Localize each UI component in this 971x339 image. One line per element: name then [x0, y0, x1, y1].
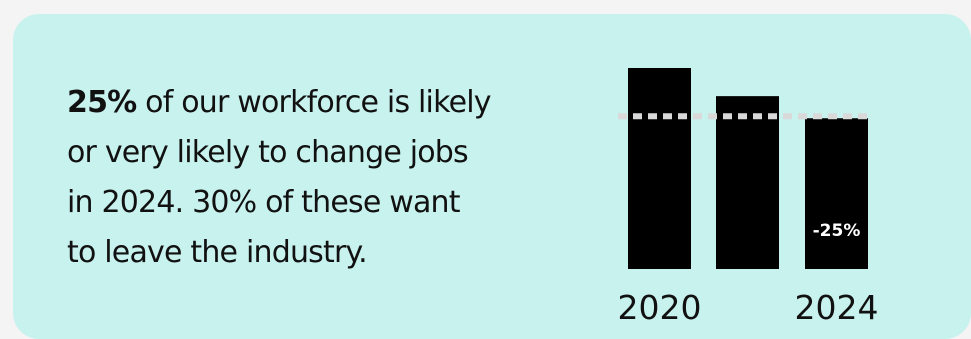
stat-statement: 25% of our workforce is likely or very l…	[67, 78, 597, 278]
statement-highlight: 25%	[67, 85, 137, 120]
statement-line-4: to leave the industry.	[67, 235, 368, 270]
x-tick-label-2024: 2024	[795, 288, 879, 327]
statement-line-3: in 2024. 30% of these want	[67, 185, 461, 220]
bar-2024	[805, 118, 868, 269]
bar-2020	[628, 68, 691, 269]
bar-item-2	[716, 96, 779, 269]
x-tick-label-2020: 2020	[618, 288, 702, 327]
statement-line-2: or very likely to change jobs	[67, 135, 469, 170]
statement-line-1: 25% of our workforce is likely	[67, 78, 597, 128]
bar-data-label: -25%	[813, 221, 861, 241]
statement-line-1-rest: of our workforce is likely	[136, 85, 491, 120]
